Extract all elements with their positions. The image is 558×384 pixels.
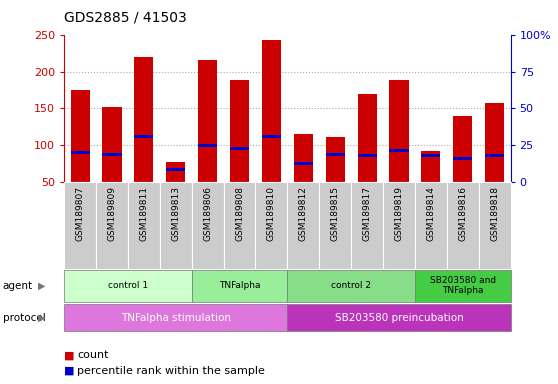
Text: GSM189809: GSM189809 (108, 186, 117, 241)
Bar (262, 135, 281, 138)
Text: SB203580 and
TNFalpha: SB203580 and TNFalpha (430, 276, 496, 295)
Text: GSM189810: GSM189810 (267, 186, 276, 241)
Text: GSM189806: GSM189806 (203, 186, 212, 241)
Text: percentile rank within the sample: percentile rank within the sample (77, 366, 265, 376)
Text: GDS2885 / 41503: GDS2885 / 41503 (64, 11, 187, 25)
Bar (415, 182, 447, 269)
Text: GSM189808: GSM189808 (235, 186, 244, 241)
Text: SB203580 preincubation: SB203580 preincubation (335, 313, 463, 323)
Text: GSM189819: GSM189819 (395, 186, 403, 241)
Text: GSM189817: GSM189817 (363, 186, 372, 241)
Bar (256, 182, 287, 269)
Text: GSM189814: GSM189814 (426, 186, 435, 241)
Text: control 1: control 1 (108, 281, 148, 290)
Bar (262, 40, 281, 182)
Text: GSM189818: GSM189818 (490, 186, 499, 241)
Text: control 2: control 2 (331, 281, 371, 290)
Text: agent: agent (3, 281, 33, 291)
Text: ▶: ▶ (38, 281, 45, 291)
Bar (64, 270, 192, 301)
Bar (103, 107, 122, 182)
Bar (192, 270, 287, 301)
Text: GSM189813: GSM189813 (171, 186, 180, 241)
Bar (230, 80, 249, 182)
Bar (383, 182, 415, 269)
Bar (230, 147, 249, 150)
Text: ▶: ▶ (38, 313, 45, 323)
Bar (294, 162, 313, 165)
Bar (389, 80, 408, 182)
Bar (389, 149, 408, 152)
Bar (70, 90, 90, 182)
Bar (421, 151, 440, 182)
Text: GSM189807: GSM189807 (76, 186, 85, 241)
Bar (453, 116, 472, 182)
Text: ■: ■ (64, 350, 75, 360)
Text: ■: ■ (64, 366, 75, 376)
Bar (479, 182, 511, 269)
Text: count: count (77, 350, 108, 360)
Bar (134, 57, 153, 182)
Text: TNFalpha stimulation: TNFalpha stimulation (121, 313, 231, 323)
Bar (64, 182, 96, 269)
Bar (326, 153, 345, 156)
Bar (319, 182, 351, 269)
Bar (351, 182, 383, 269)
Bar (96, 182, 128, 269)
Bar (70, 151, 90, 154)
Bar (224, 182, 256, 269)
Bar (192, 182, 224, 269)
Bar (358, 154, 377, 157)
Bar (453, 157, 472, 160)
Bar (287, 304, 511, 331)
Bar (134, 135, 153, 138)
Bar (287, 270, 415, 301)
Bar (103, 153, 122, 156)
Bar (415, 270, 511, 301)
Bar (287, 182, 319, 269)
Bar (198, 60, 217, 182)
Bar (128, 182, 160, 269)
Bar (166, 167, 185, 170)
Bar (485, 154, 504, 157)
Bar (64, 304, 287, 331)
Bar (198, 144, 217, 147)
Text: GSM189811: GSM189811 (140, 186, 148, 241)
Bar (485, 103, 504, 182)
Bar (447, 182, 479, 269)
Bar (166, 162, 185, 182)
Bar (294, 134, 313, 182)
Text: GSM189816: GSM189816 (458, 186, 467, 241)
Bar (160, 182, 192, 269)
Text: TNFalpha: TNFalpha (219, 281, 260, 290)
Text: protocol: protocol (3, 313, 46, 323)
Bar (326, 137, 345, 182)
Text: GSM189815: GSM189815 (331, 186, 340, 241)
Bar (358, 94, 377, 182)
Bar (421, 154, 440, 157)
Text: GSM189812: GSM189812 (299, 186, 308, 241)
